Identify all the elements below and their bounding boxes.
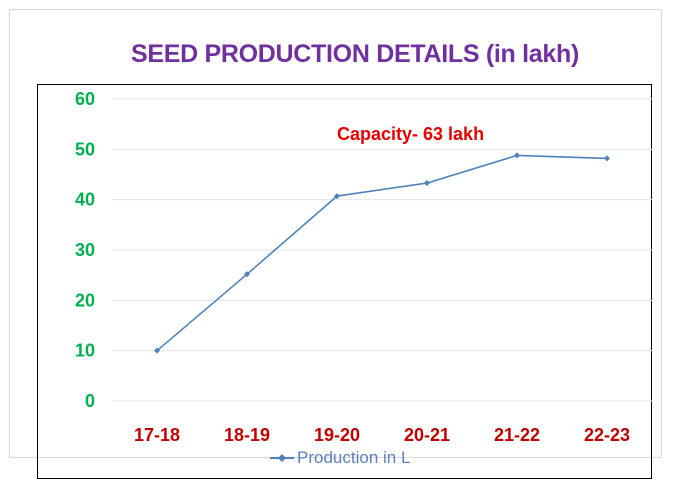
- legend-line-marker-icon: [270, 454, 294, 462]
- legend: Production in L: [269, 447, 410, 469]
- data-point-marker: [514, 152, 520, 159]
- legend-label: Production in L: [297, 448, 411, 467]
- x-tick-label: 17-18: [134, 425, 180, 445]
- data-point-marker: [334, 193, 340, 200]
- y-tick-label: 10: [75, 341, 95, 361]
- chart-title: SEED PRODUCTION DETAILS (in lakh): [131, 40, 579, 68]
- x-tick-label: 22-23: [584, 425, 630, 445]
- x-tick-label: 21-22: [494, 425, 540, 445]
- y-axis-ticks: 0 10 20 30 40 50 60: [75, 89, 95, 411]
- series-production: [154, 152, 610, 354]
- y-tick-label: 20: [75, 290, 95, 310]
- y-tick-label: 0: [85, 391, 95, 411]
- data-point-marker: [424, 180, 430, 187]
- slide-frame: [9, 9, 662, 458]
- gridlines: [112, 98, 652, 402]
- x-tick-label: 19-20: [314, 425, 360, 445]
- y-tick-label: 30: [75, 240, 95, 260]
- data-point-marker: [244, 271, 250, 278]
- x-axis-ticks: 17-18 18-19 19-20 20-21 21-22 22-23: [134, 425, 630, 445]
- y-tick-label: 40: [75, 190, 95, 210]
- data-point-marker: [604, 155, 610, 162]
- capacity-annotation: Capacity- 63 lakh: [337, 124, 485, 144]
- y-tick-label: 60: [75, 89, 95, 109]
- y-tick-label: 50: [75, 139, 95, 159]
- x-tick-label: 20-21: [404, 425, 450, 445]
- x-tick-label: 18-19: [224, 425, 270, 445]
- plot-area-border: [37, 84, 652, 479]
- series-line: [156, 154, 608, 352]
- data-point-marker: [154, 347, 160, 354]
